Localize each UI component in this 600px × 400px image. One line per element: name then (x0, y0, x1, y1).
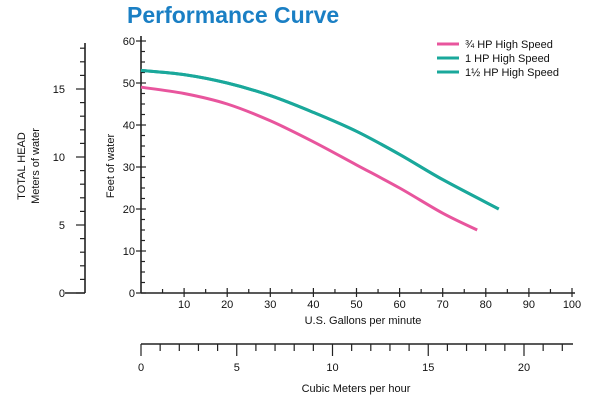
y-tick-label: 30 (123, 162, 135, 174)
y-tick-label: 40 (123, 120, 135, 132)
secondary-x-tick-label: 0 (138, 362, 144, 374)
series-line-3 (140, 68, 500, 211)
x-tick-label: 90 (523, 299, 535, 311)
legend-label: ¾ HP High Speed (465, 39, 553, 51)
secondary-y-axis-title-line1: TOTAL HEAD (16, 132, 28, 200)
legend-label: 1½ HP High Speed (465, 67, 559, 79)
series-group (140, 68, 500, 232)
secondary-x-tick-label: 10 (326, 362, 338, 374)
secondary-x-axis: 0 5 10 15 20 (138, 343, 573, 374)
y-tick-label: 60 (123, 36, 135, 48)
y-tick-label: 0 (129, 288, 135, 300)
x-tick-label: 10 (178, 299, 190, 311)
series-line-2 (140, 68, 500, 211)
secondary-y-tick-label: 0 (59, 288, 65, 300)
secondary-x-axis-title: Cubic Meters per hour (302, 383, 411, 395)
secondary-y-tick-label: 5 (59, 220, 65, 232)
series-line-1 (140, 85, 478, 232)
x-tick-label: 70 (437, 299, 449, 311)
x-tick-label: 80 (480, 299, 492, 311)
x-tick-label: 40 (307, 299, 319, 311)
secondary-x-tick-label: 15 (422, 362, 434, 374)
secondary-y-tick-label: 10 (53, 152, 65, 164)
x-tick-label: 60 (393, 299, 405, 311)
secondary-y-tick-label: 15 (53, 84, 65, 96)
legend: ¾ HP High Speed 1 HP High Speed 1½ HP High… (437, 39, 559, 79)
x-tick-label: 20 (221, 299, 233, 311)
secondary-y-axis: 0 5 10 15 (53, 43, 86, 300)
chart-title: Performance Curve (127, 2, 339, 28)
x-tick-label: 100 (563, 299, 581, 311)
y-tick-label: 10 (123, 246, 135, 258)
x-axis-title: U.S. Gallons per minute (305, 315, 422, 327)
y-axis-title: Feet of water (105, 134, 117, 199)
legend-label: 1 HP High Speed (465, 53, 550, 65)
y-tick-label: 20 (123, 204, 135, 216)
x-tick-label: 30 (264, 299, 276, 311)
y-tick-label: 50 (123, 78, 135, 90)
secondary-x-tick-label: 20 (518, 362, 530, 374)
primary-axes: 0 10 20 30 40 50 60 10 20 30 40 50 60 70 80 90 100 (123, 36, 581, 311)
secondary-y-axis-title-line2: Meters of water (30, 128, 42, 204)
x-tick-label: 50 (350, 299, 362, 311)
secondary-x-tick-label: 5 (234, 362, 240, 374)
